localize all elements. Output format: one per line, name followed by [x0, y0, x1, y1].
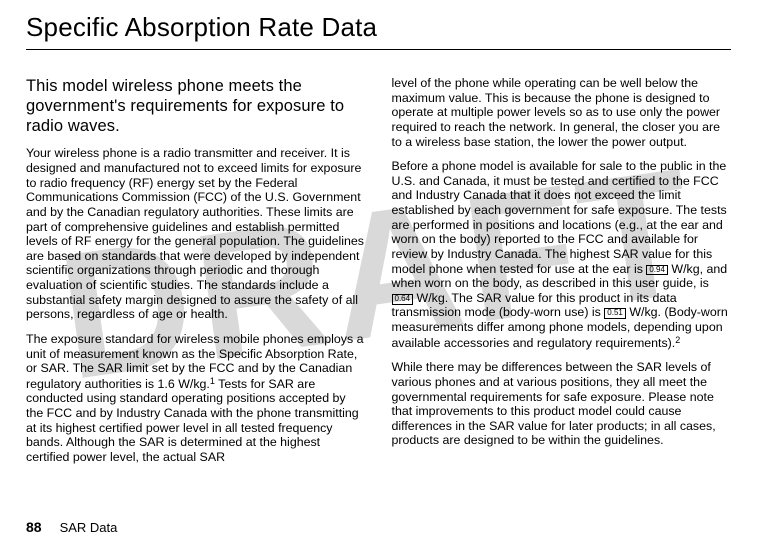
page-footer: 88 SAR Data [26, 519, 117, 535]
right-para-2a: Before a phone model is available for sa… [392, 159, 727, 275]
page-container: Specific Absorption Rate Data This model… [0, 0, 757, 547]
title-block: Specific Absorption Rate Data [26, 12, 731, 50]
left-column: This model wireless phone meets the gove… [26, 76, 366, 475]
right-para-2: Before a phone model is available for sa… [392, 159, 732, 350]
page-number: 88 [26, 519, 42, 535]
page-title: Specific Absorption Rate Data [26, 12, 731, 43]
right-para-3: While there may be differences between t… [392, 360, 732, 448]
right-column: level of the phone while operating can b… [392, 76, 732, 475]
sar-ear-value: 0.94 [646, 265, 668, 276]
footnote-2: 2 [675, 335, 680, 345]
left-para-2: The exposure standard for wireless mobil… [26, 332, 366, 465]
columns: This model wireless phone meets the gove… [26, 76, 731, 475]
left-para-1: Your wireless phone is a radio transmitt… [26, 146, 366, 322]
section-label: SAR Data [60, 520, 118, 535]
sar-body-value: 0.64 [392, 294, 414, 305]
right-para-1: level of the phone while operating can b… [392, 76, 732, 149]
sar-data-value: 0.51 [604, 308, 626, 319]
lead-heading: This model wireless phone meets the gove… [26, 76, 366, 136]
